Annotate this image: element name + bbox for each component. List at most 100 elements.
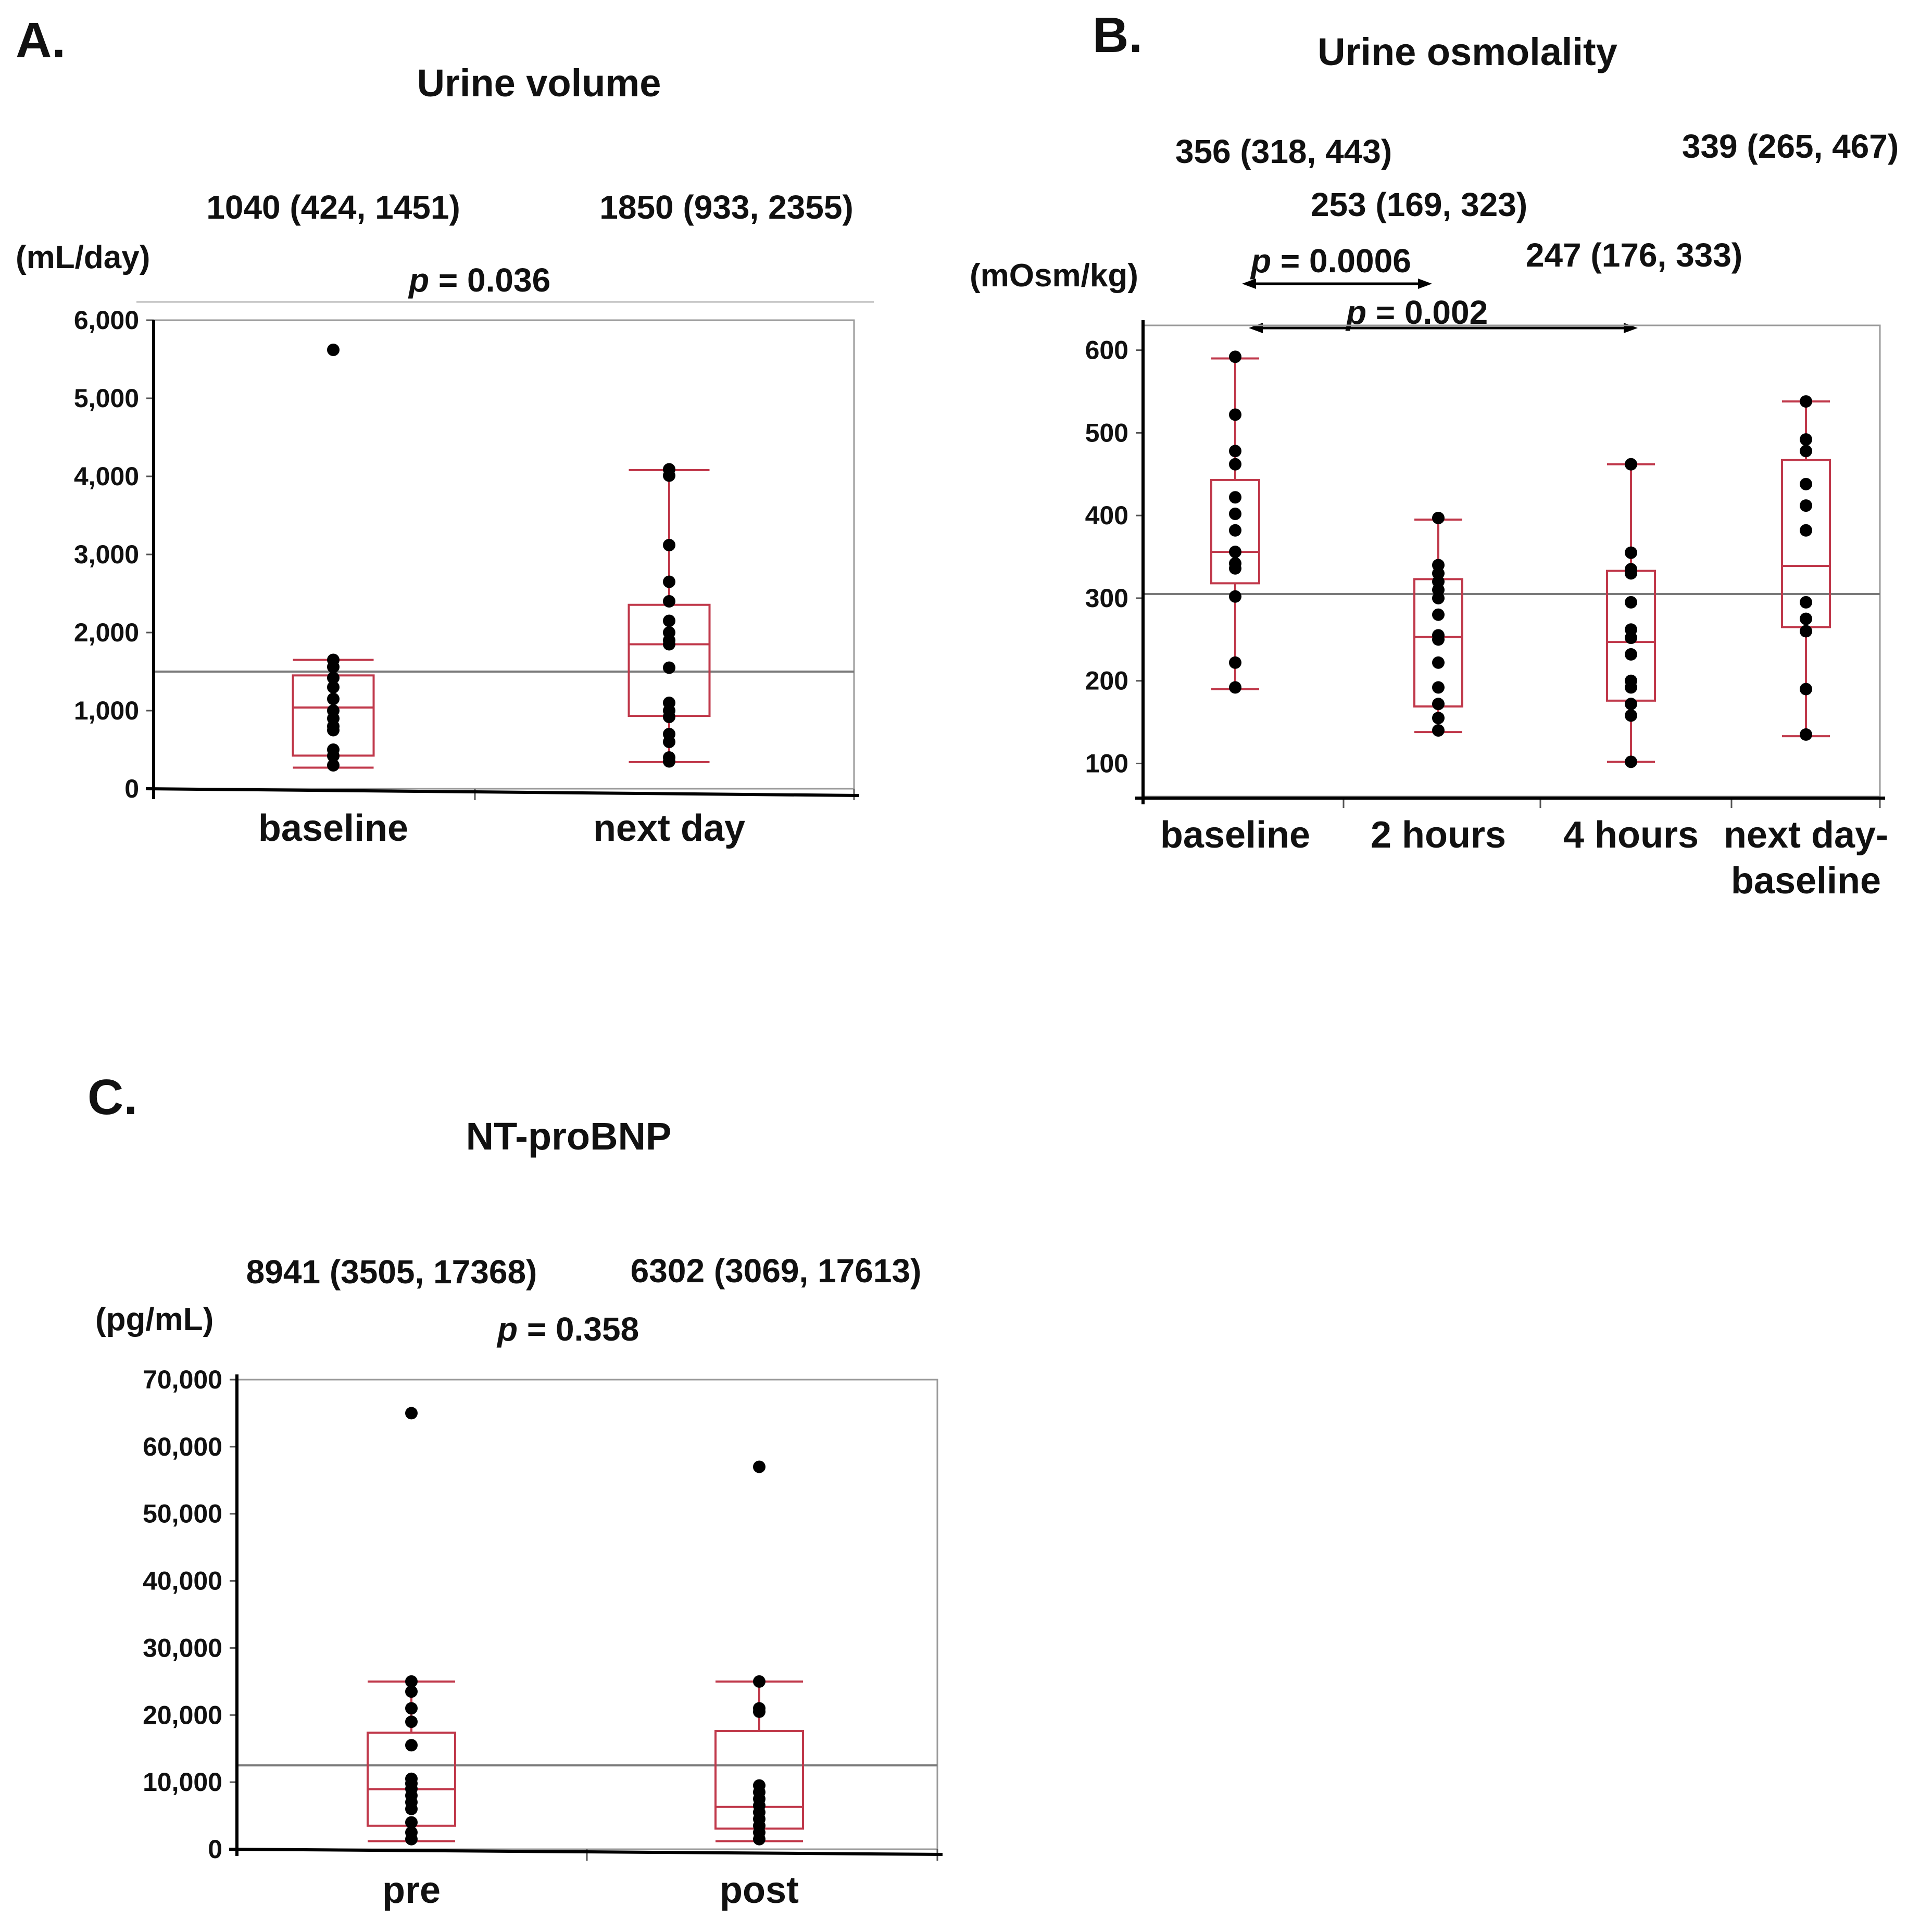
panel-b-arrow-1 — [1242, 279, 1432, 289]
panel-a-stat-baseline: 1040 (424, 1451) — [206, 188, 460, 226]
panel-a-data-point — [663, 614, 675, 627]
panel-a-data-point — [327, 672, 340, 684]
panel-c-y-tick-label: 30,000 — [143, 1633, 222, 1662]
panel-c-data-point — [405, 1702, 418, 1715]
panel-b: B. Urine osmolality 356 (318, 443) 253 (… — [970, 7, 1899, 902]
panel-c-plot-frame — [236, 1379, 938, 1850]
panel-b-data-point — [1625, 681, 1637, 694]
panel-b-data-point — [1229, 590, 1241, 603]
panel-c-data-point — [405, 1675, 418, 1688]
panel-b-data-point — [1229, 408, 1241, 421]
panel-c-data-point — [753, 1675, 766, 1688]
panel-b-data-point — [1229, 656, 1241, 669]
panel-b-data-point — [1800, 612, 1812, 625]
panel-c-letter: C. — [87, 1069, 137, 1125]
panel-b-data-point — [1625, 698, 1637, 711]
panel-b-data-point — [1800, 395, 1812, 408]
panel-a-plot-frame — [153, 319, 855, 790]
panel-a-y-tick-label: 3,000 — [74, 540, 139, 569]
panel-b-stat-baseline: 356 (318, 443) — [1175, 133, 1392, 170]
panel-b-letter: B. — [1093, 7, 1143, 63]
panel-b-data-point — [1229, 458, 1241, 471]
panel-a-data-point — [663, 755, 675, 768]
panel-b-stat-4-hours: 247 (176, 333) — [1526, 236, 1742, 274]
panel-b-data-point — [1625, 632, 1637, 645]
panel-a-data-point — [663, 539, 675, 551]
panel-c-data-point — [405, 1739, 418, 1752]
panel-b-data-point — [1432, 511, 1445, 524]
panel-b-category-label: baseline — [1731, 860, 1881, 902]
panel-a-data-point — [327, 681, 340, 693]
panel-a: A. Urine volume 1040 (424, 1451) 1850 (9… — [16, 12, 874, 849]
panel-b-y-tick-label: 200 — [1085, 666, 1128, 696]
panel-a-y-tick-label: 6,000 — [74, 306, 139, 335]
panel-b-data-point — [1625, 648, 1637, 661]
panel-b-data-point — [1432, 591, 1445, 604]
panel-c-data-point — [405, 1816, 418, 1829]
panel-b-data-point — [1625, 567, 1637, 580]
panel-b-data-point — [1625, 596, 1637, 609]
panel-b-p1-symbol: p — [1250, 242, 1271, 280]
panel-a-data-point — [663, 575, 675, 588]
panel-c-p-symbol: p — [496, 1310, 518, 1348]
panel-b-stat-next-day: 339 (265, 467) — [1682, 128, 1899, 165]
panel-b-data-point — [1229, 546, 1241, 559]
panel-b-data-point — [1432, 656, 1445, 669]
panel-c-y-tick-label: 70,000 — [143, 1365, 222, 1394]
panel-c-title: NT-proBNP — [466, 1115, 672, 1158]
panel-a-data-point — [663, 469, 675, 482]
panel-b-y-unit: (mOsm/kg) — [970, 258, 1138, 294]
panel-b-data-point — [1229, 350, 1241, 363]
panel-c-stat-post: 6302 (3069, 17613) — [631, 1252, 922, 1290]
panel-a-title: Urine volume — [417, 61, 661, 105]
panel-b-data-point — [1625, 546, 1637, 559]
panel-b-data-point — [1432, 681, 1445, 694]
panel-c-data-point — [753, 1705, 766, 1718]
panel-c-y-tick-label: 50,000 — [143, 1499, 222, 1529]
panel-a-y-unit: (mL/day) — [16, 239, 150, 275]
panel-b-data-point — [1432, 608, 1445, 621]
panel-a-data-point — [663, 711, 675, 723]
panel-c-data-point — [753, 1833, 766, 1846]
panel-c-y-tick-label: 40,000 — [143, 1567, 222, 1596]
panel-b-data-point — [1229, 445, 1241, 458]
panel-c-plot: 0 10,000 20,000 30,000 40,000 50,000 60,000 70,… — [143, 1365, 938, 1911]
panel-a-data-point — [327, 661, 340, 673]
panel-a-y-tick-label: 1,000 — [74, 696, 139, 725]
panel-b-data-point — [1800, 625, 1812, 638]
panel-b-data-point — [1800, 683, 1812, 696]
panel-b-data-point — [1800, 477, 1812, 490]
panel-a-data-point — [327, 344, 340, 356]
panel-b-data-point — [1229, 681, 1241, 694]
panel-c-data-point — [405, 1833, 418, 1846]
panel-b-title: Urine osmolality — [1317, 30, 1617, 73]
panel-b-box — [1210, 478, 1260, 585]
panel-a-y-tick-label: 4,000 — [74, 462, 139, 491]
panel-b-y-tick-label: 100 — [1085, 749, 1128, 778]
panel-b-data-point — [1229, 491, 1241, 504]
panel-c-p-value: p = 0.358 — [496, 1310, 639, 1348]
panel-b-plot: 100 200 300 400 500 600 baseline 2 hours 4 hours… — [1085, 336, 1888, 902]
panel-c: C. NT-proBNP 8941 (3505, 17368) 6302 (30… — [87, 1069, 943, 1911]
panel-b-y-tick-label: 600 — [1085, 336, 1128, 365]
panel-b-category-label: baseline — [1160, 814, 1310, 856]
panel-a-data-point — [327, 750, 340, 762]
panel-c-data-point — [405, 1715, 418, 1728]
panel-b-data-point — [1432, 712, 1445, 725]
panel-b-data-point — [1800, 433, 1812, 446]
panel-c-data-point — [405, 1802, 418, 1815]
panel-a-data-point — [663, 595, 675, 608]
panel-a-p-symbol: p — [408, 261, 429, 299]
panel-a-data-point — [327, 724, 340, 737]
panel-a-data-point — [327, 759, 340, 772]
panel-a-y-tick-label: 0 — [124, 774, 139, 803]
panel-c-y-unit: (pg/mL) — [95, 1302, 214, 1337]
panel-b-data-point — [1229, 508, 1241, 520]
panel-b-p-value-1: p = 0.0006 — [1250, 242, 1411, 280]
panel-c-stat-pre: 8941 (3505, 17368) — [246, 1253, 537, 1291]
panel-a-stat-next-day: 1850 (933, 2355) — [599, 188, 854, 226]
panel-b-data-point — [1432, 633, 1445, 646]
panel-c-y-tick-label: 10,000 — [143, 1767, 222, 1797]
panel-c-category-label: pre — [382, 1870, 441, 1911]
